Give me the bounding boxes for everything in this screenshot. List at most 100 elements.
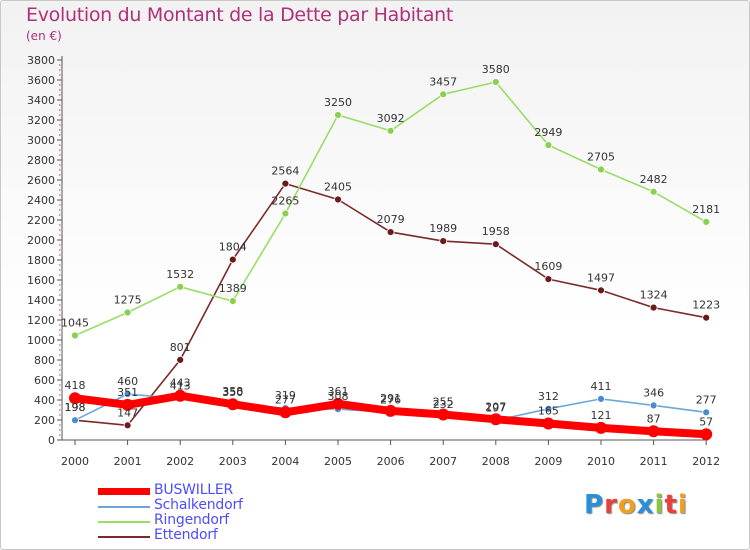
logo-letter: x xyxy=(636,490,655,520)
chart-unit: (en €) xyxy=(26,29,62,43)
y-tick-label: 1200 xyxy=(27,314,55,327)
data-label: 1958 xyxy=(482,225,510,238)
data-label: 1609 xyxy=(534,260,562,273)
y-tick-label: 0 xyxy=(48,434,55,447)
data-label: 443 xyxy=(170,377,191,390)
data-label: 1804 xyxy=(219,241,247,254)
y-tick-label: 3800 xyxy=(27,54,55,67)
data-label: 1045 xyxy=(61,317,89,330)
data-label: 165 xyxy=(538,405,559,418)
y-tick-label: 1800 xyxy=(27,254,55,267)
data-point xyxy=(123,390,132,398)
legend-item-schalkendorf: Schalkendorf xyxy=(98,497,298,514)
y-tick-label: 400 xyxy=(34,394,55,407)
data-label: 277 xyxy=(275,393,296,406)
data-label: 319 xyxy=(275,389,296,402)
y-tick-label: 2400 xyxy=(27,194,55,207)
legend-item-buswiller: BUSWILLER xyxy=(98,482,298,499)
logo-letter: P xyxy=(584,490,605,520)
x-tick-label: 2010 xyxy=(587,455,615,468)
y-tick-label: 2800 xyxy=(27,154,55,167)
legend-label: Ringendorf xyxy=(154,512,230,528)
y-tick-label: 2600 xyxy=(27,174,55,187)
data-point xyxy=(123,308,132,317)
data-point xyxy=(702,313,711,322)
x-tick-label: 2007 xyxy=(429,455,457,468)
legend-label: Ettendorf xyxy=(154,527,218,543)
data-label: 197 xyxy=(485,401,506,414)
data-label: 276 xyxy=(380,393,401,406)
data-point xyxy=(544,275,553,284)
data-label: 350 xyxy=(222,386,243,399)
data-label: 3092 xyxy=(377,112,405,125)
legend-swatch-ettendorf xyxy=(98,536,150,538)
y-tick-label: 1600 xyxy=(27,274,55,287)
data-label: 1324 xyxy=(640,289,668,302)
data-point xyxy=(437,408,450,421)
data-point xyxy=(228,255,237,264)
data-label: 277 xyxy=(696,393,717,406)
x-tick-label: 2000 xyxy=(61,455,89,468)
logo-letter: i xyxy=(677,490,688,520)
data-point xyxy=(702,217,711,226)
data-point xyxy=(174,389,187,402)
data-label: 2564 xyxy=(271,165,299,178)
x-tick-label: 2004 xyxy=(271,455,299,468)
y-tick-label: 1000 xyxy=(27,334,55,347)
legend-swatch-schalkendorf xyxy=(98,506,150,508)
data-label: 2265 xyxy=(271,195,299,208)
data-label: 198 xyxy=(65,401,86,414)
data-point xyxy=(123,421,132,430)
data-point xyxy=(69,392,81,405)
data-point xyxy=(176,355,185,364)
chart-title: Evolution du Montant de la Dette par Hab… xyxy=(26,4,454,26)
data-point xyxy=(386,126,395,135)
x-tick-label: 2003 xyxy=(219,455,247,468)
data-label: 801 xyxy=(170,341,191,354)
data-label: 418 xyxy=(65,379,86,392)
data-point xyxy=(71,331,79,340)
data-point xyxy=(489,413,502,426)
y-tick-label: 3200 xyxy=(27,114,55,127)
data-label: 198 xyxy=(65,401,86,414)
data-point xyxy=(439,90,448,99)
data-label: 1989 xyxy=(429,222,457,235)
data-point xyxy=(647,425,660,438)
data-label: 121 xyxy=(591,409,612,422)
data-point xyxy=(700,428,713,441)
data-point xyxy=(649,401,658,410)
data-point xyxy=(332,397,344,410)
logo-letter: i xyxy=(654,490,665,520)
data-label: 1275 xyxy=(114,294,142,307)
data-point xyxy=(597,165,605,174)
data-label: 361 xyxy=(328,385,349,398)
y-tick-label: 200 xyxy=(34,414,55,427)
data-label: 411 xyxy=(591,380,612,393)
data-label: 413 xyxy=(170,380,191,393)
data-label: 1223 xyxy=(692,299,720,312)
legend-label: BUSWILLER xyxy=(154,482,234,498)
legend-item-ettendorf: Ettendorf xyxy=(98,527,298,544)
y-tick-label: 3600 xyxy=(27,74,55,87)
y-tick-label: 600 xyxy=(34,374,55,387)
data-point xyxy=(597,394,605,403)
data-point xyxy=(542,417,555,430)
data-point xyxy=(384,404,397,417)
data-point xyxy=(226,398,239,411)
legend-swatch-buswiller xyxy=(98,488,150,495)
data-label: 1497 xyxy=(587,271,615,284)
x-tick-label: 2008 xyxy=(482,455,510,468)
data-point xyxy=(544,404,553,413)
data-point xyxy=(649,187,658,196)
x-tick-label: 2011 xyxy=(640,455,668,468)
data-label: 1532 xyxy=(166,268,194,281)
data-point xyxy=(228,297,237,306)
x-tick-label: 2009 xyxy=(534,455,562,468)
data-label: 3580 xyxy=(482,63,510,76)
y-tick-label: 2000 xyxy=(27,234,55,247)
data-label: 358 xyxy=(222,385,243,398)
data-label: 57 xyxy=(699,415,713,428)
data-point xyxy=(439,237,448,246)
data-label: 147 xyxy=(117,406,138,419)
